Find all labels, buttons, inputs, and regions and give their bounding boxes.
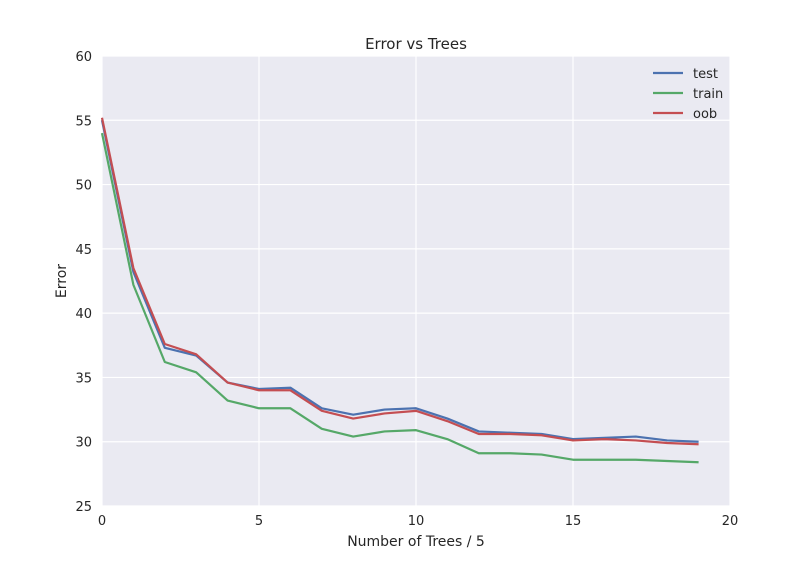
- legend-label-test: test: [693, 67, 718, 82]
- y-tick-label: 30: [75, 436, 92, 451]
- grid-lines: [101, 55, 731, 507]
- chart-title: Error vs Trees: [365, 35, 467, 53]
- legend-label-oob: oob: [693, 107, 717, 122]
- tick-labels: 0 5 10 15 20 25 30 35 40 45 50 55 60: [75, 50, 738, 529]
- x-tick-label: 10: [408, 514, 425, 529]
- series-line-train: [100, 132, 699, 464]
- legend-label-train: train: [693, 87, 723, 102]
- y-tick-label: 35: [75, 371, 92, 386]
- y-axis-title: Error: [54, 264, 70, 298]
- y-tick-label: 60: [75, 50, 92, 65]
- series-lines: [100, 117, 699, 464]
- y-tick-label: 50: [75, 179, 92, 194]
- x-tick-label: 5: [255, 514, 263, 529]
- y-tick-label: 45: [75, 243, 92, 258]
- x-tick-label: 0: [98, 514, 106, 529]
- series-line-oob: [100, 117, 699, 446]
- x-axis-title: Number of Trees / 5: [347, 534, 485, 550]
- x-tick-label: 15: [565, 514, 582, 529]
- y-tick-label: 40: [75, 307, 92, 322]
- legend: test train oob: [653, 67, 723, 122]
- y-tick-label: 55: [75, 114, 92, 129]
- x-tick-label: 20: [722, 514, 739, 529]
- y-tick-label: 25: [75, 500, 92, 515]
